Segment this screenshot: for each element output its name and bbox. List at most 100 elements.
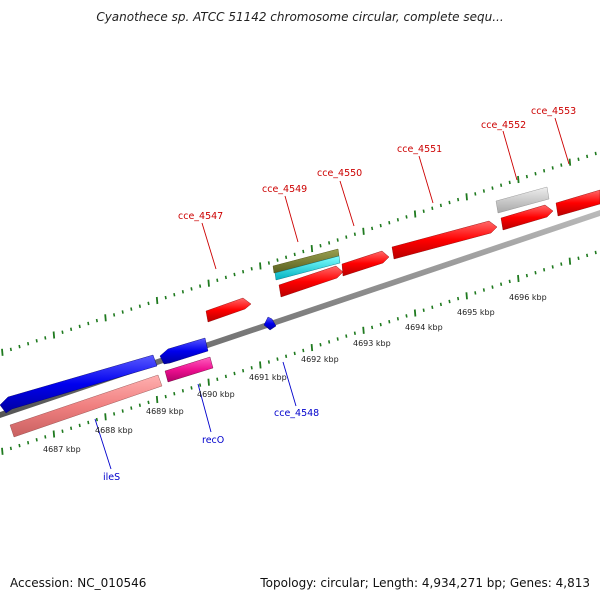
gene-arrow-cce_4550[interactable] bbox=[341, 250, 390, 277]
gene-arrow-recO-blue[interactable] bbox=[159, 337, 209, 365]
lower-tick-track bbox=[1, 250, 597, 455]
major-tick bbox=[568, 257, 572, 265]
gene-label-cce_4550[interactable]: cce_4550 bbox=[317, 168, 362, 179]
major-tick bbox=[465, 193, 468, 201]
minor-tick bbox=[302, 249, 305, 254]
scale-label: 4694 kbp bbox=[405, 323, 443, 332]
minor-tick bbox=[577, 157, 580, 162]
major-tick bbox=[413, 210, 417, 218]
gene-box-gray[interactable] bbox=[495, 186, 550, 214]
gene-label-cce_4547[interactable]: cce_4547 bbox=[178, 211, 223, 222]
minor-tick bbox=[147, 400, 150, 405]
leader-cce_4553 bbox=[554, 117, 570, 165]
gene-arrow-cce_4552[interactable] bbox=[500, 204, 554, 231]
leader-cce_4547 bbox=[201, 222, 217, 270]
gene-arrow-cce_4551[interactable] bbox=[391, 220, 498, 260]
gene-arrow-ileS-blue[interactable] bbox=[0, 354, 158, 414]
gene-label-cce_4549[interactable]: cce_4549 bbox=[262, 184, 307, 195]
minor-tick bbox=[508, 279, 511, 284]
gene-label-recO[interactable]: recO bbox=[202, 435, 224, 446]
minor-tick bbox=[70, 426, 73, 431]
minor-tick bbox=[388, 319, 391, 324]
minor-tick bbox=[138, 304, 141, 308]
gene-box-salmon[interactable] bbox=[9, 374, 163, 438]
major-tick bbox=[155, 296, 159, 305]
minor-tick bbox=[113, 313, 116, 317]
minor-tick bbox=[302, 348, 305, 353]
minor-tick bbox=[345, 235, 348, 239]
minor-tick bbox=[130, 406, 133, 410]
gene-label-cce_4548[interactable]: cce_4548 bbox=[274, 408, 319, 419]
map-title: Cyanothece sp. ATCC 51142 chromosome cir… bbox=[96, 10, 504, 24]
minor-tick bbox=[233, 272, 236, 277]
scale-label: 4689 kbp bbox=[146, 407, 184, 416]
minor-tick bbox=[319, 342, 322, 347]
gene-arrow-cce_4548[interactable] bbox=[263, 316, 277, 331]
minor-tick bbox=[276, 258, 279, 262]
gene-arrow-cce_4549[interactable] bbox=[278, 265, 344, 298]
gene-box-cyan[interactable] bbox=[274, 255, 341, 281]
minor-tick bbox=[164, 295, 167, 300]
major-tick bbox=[155, 395, 159, 404]
major-tick bbox=[1, 447, 4, 455]
minor-tick bbox=[525, 174, 528, 179]
minor-tick bbox=[328, 241, 331, 245]
minor-tick bbox=[457, 197, 460, 202]
major-tick bbox=[104, 413, 107, 421]
gene-box-pink[interactable] bbox=[164, 356, 214, 383]
minor-tick bbox=[457, 296, 460, 301]
gene-label-cce_4551[interactable]: cce_4551 bbox=[397, 144, 442, 155]
scale-label: 4692 kbp bbox=[301, 355, 339, 364]
minor-tick bbox=[482, 288, 485, 292]
minor-tick bbox=[78, 423, 81, 428]
minor-tick bbox=[121, 409, 124, 413]
minor-tick bbox=[173, 292, 176, 297]
gene-arrow-cce_4553[interactable] bbox=[555, 189, 600, 217]
gene-label-ileS[interactable]: ileS bbox=[103, 472, 120, 483]
minor-tick bbox=[474, 291, 477, 295]
minor-tick bbox=[353, 232, 356, 236]
minor-tick bbox=[379, 322, 382, 327]
minor-tick bbox=[113, 412, 116, 416]
gene-label-cce_4553[interactable]: cce_4553 bbox=[531, 106, 576, 117]
minor-tick bbox=[181, 290, 184, 294]
scale-label: 4690 kbp bbox=[197, 390, 235, 399]
upper-tick-track bbox=[1, 151, 597, 356]
minor-tick bbox=[500, 282, 503, 286]
major-tick bbox=[362, 227, 365, 235]
major-tick bbox=[207, 378, 210, 386]
minor-tick bbox=[405, 215, 408, 219]
minor-tick bbox=[9, 446, 12, 451]
leader-cce_4549 bbox=[284, 195, 299, 243]
sequence-backbone bbox=[0, 210, 600, 418]
minor-tick bbox=[551, 265, 554, 269]
minor-tick bbox=[594, 151, 597, 156]
minor-tick bbox=[87, 321, 90, 326]
minor-tick bbox=[448, 200, 451, 205]
minor-tick bbox=[474, 192, 477, 196]
major-tick bbox=[207, 279, 210, 287]
minor-tick bbox=[173, 391, 176, 396]
scale-label: 4695 kbp bbox=[457, 308, 495, 317]
minor-tick bbox=[577, 256, 580, 261]
minor-tick bbox=[199, 284, 202, 288]
major-tick bbox=[259, 262, 262, 270]
gene-arrow-cce_4547[interactable] bbox=[205, 297, 252, 323]
leader-ileS bbox=[94, 418, 112, 470]
scale-label: 4688 kbp bbox=[95, 426, 133, 435]
minor-tick bbox=[35, 339, 38, 343]
minor-tick bbox=[61, 429, 64, 433]
major-tick bbox=[1, 348, 4, 356]
minor-tick bbox=[534, 270, 537, 275]
scale-label: 4693 kbp bbox=[353, 339, 391, 348]
minor-tick bbox=[44, 435, 47, 439]
minor-tick bbox=[491, 186, 494, 190]
gene-label-cce_4552[interactable]: cce_4552 bbox=[481, 120, 526, 131]
minor-tick bbox=[560, 163, 563, 167]
minor-tick bbox=[353, 331, 356, 335]
major-tick bbox=[568, 158, 572, 166]
minor-tick bbox=[130, 307, 133, 311]
minor-tick bbox=[371, 226, 374, 231]
minor-tick bbox=[35, 438, 38, 442]
